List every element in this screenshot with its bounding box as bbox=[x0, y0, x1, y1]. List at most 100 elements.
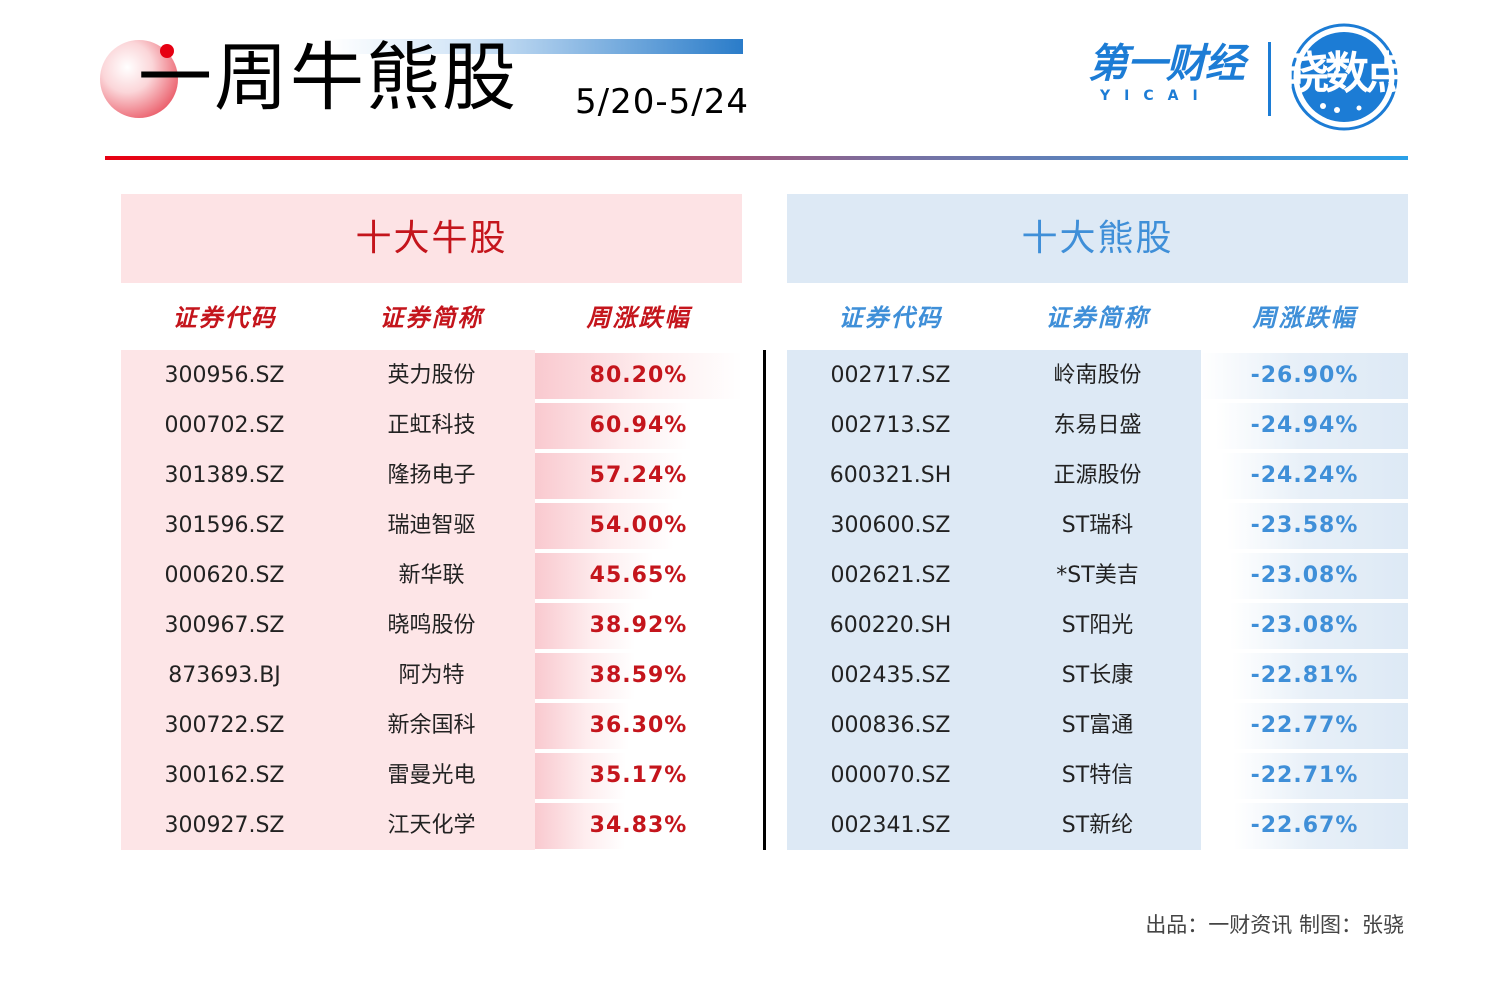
bear-cell-name: ST长康 bbox=[1061, 663, 1134, 688]
bull-cell-code: 300956.SZ bbox=[164, 363, 285, 388]
bull-cell-code: 300967.SZ bbox=[164, 613, 285, 638]
logo-separator bbox=[1268, 42, 1271, 116]
bull-cell-change: 35.17% bbox=[589, 763, 688, 788]
bear-cell-code: 002621.SZ bbox=[830, 563, 951, 588]
bull-col-code: 证券代码 bbox=[172, 304, 277, 332]
xiaoshudian-badge: 晓数点 bbox=[1285, 22, 1409, 132]
bull-cell-code: 873693.BJ bbox=[168, 663, 281, 688]
bull-change-bar bbox=[535, 653, 635, 699]
bear-cell-code: 002717.SZ bbox=[830, 363, 951, 388]
bear-cell-name: 东易日盛 bbox=[1053, 413, 1142, 438]
bull-cell-name: 英力股份 bbox=[387, 363, 476, 388]
bull-cell-change: 38.59% bbox=[589, 663, 688, 688]
bull-cell-code: 000702.SZ bbox=[164, 413, 285, 438]
bull-cell-name: 隆扬电子 bbox=[387, 463, 476, 488]
bull-cell-name: 阿为特 bbox=[398, 663, 465, 688]
bull-cell-name: 新余国科 bbox=[387, 713, 476, 738]
bull-change-bar bbox=[535, 403, 692, 449]
bull-cell-code: 000620.SZ bbox=[164, 563, 285, 588]
bear-change-bar bbox=[1234, 803, 1408, 849]
bull-cell-name: 新华联 bbox=[398, 563, 465, 588]
bear-cell-name: ST阳光 bbox=[1061, 613, 1134, 638]
center-divider bbox=[763, 350, 766, 850]
bear-cell-code: 000836.SZ bbox=[830, 713, 951, 738]
bear-cell-change: -26.90% bbox=[1250, 363, 1359, 388]
bull-change-bar bbox=[535, 503, 674, 549]
bull-change-bar bbox=[535, 553, 653, 599]
bear-cell-name: *ST美吉 bbox=[1056, 563, 1139, 588]
bear-cell-change: -22.77% bbox=[1250, 713, 1359, 738]
bull-cell-change: 34.83% bbox=[589, 813, 688, 838]
bear-cell-code: 000070.SZ bbox=[830, 763, 951, 788]
bear-col-change: 周涨跌幅 bbox=[1252, 304, 1357, 332]
bear-cell-change: -22.81% bbox=[1250, 663, 1359, 688]
bull-change-bar bbox=[535, 353, 742, 399]
bear-table-background bbox=[787, 350, 1201, 850]
bull-col-name: 证券简称 bbox=[379, 304, 484, 332]
bull-change-bar bbox=[535, 703, 629, 749]
bear-cell-name: 岭南股份 bbox=[1053, 363, 1142, 388]
bear-change-bar bbox=[1230, 603, 1408, 649]
bear-col-name: 证券简称 bbox=[1045, 304, 1150, 332]
bull-change-bar bbox=[535, 603, 635, 649]
title-decor-dot bbox=[160, 44, 174, 58]
bear-change-bar bbox=[1216, 403, 1408, 449]
bull-cell-change: 54.00% bbox=[589, 513, 688, 538]
bear-cell-code: 002435.SZ bbox=[830, 663, 951, 688]
bear-col-code: 证券代码 bbox=[838, 304, 943, 332]
bull-cell-name: 雷曼光电 bbox=[387, 763, 476, 788]
bear-cell-code: 300600.SZ bbox=[830, 513, 951, 538]
bear-cell-change: -24.24% bbox=[1250, 463, 1359, 488]
bull-cell-name: 正虹科技 bbox=[387, 413, 476, 438]
bear-change-bar bbox=[1221, 453, 1408, 499]
bull-cell-name: 晓鸣股份 bbox=[387, 613, 476, 638]
header-divider-line bbox=[105, 156, 1408, 160]
bull-cell-change: 36.30% bbox=[589, 713, 688, 738]
bear-change-bar bbox=[1232, 653, 1408, 699]
bull-cell-code: 300927.SZ bbox=[164, 813, 285, 838]
bear-change-bar bbox=[1233, 703, 1408, 749]
logo-main-text: 第一财经 bbox=[1088, 41, 1245, 87]
badge-text: 晓数点 bbox=[1285, 48, 1409, 99]
bull-cell-change: 45.65% bbox=[589, 563, 688, 588]
bull-table-background bbox=[121, 350, 535, 850]
date-range: 5/20-5/24 bbox=[575, 82, 749, 122]
yicai-logo: 第一财经 YICAI bbox=[1088, 40, 1258, 110]
bull-panel-title: 十大牛股 bbox=[121, 194, 742, 283]
bear-cell-code: 600220.SH bbox=[829, 613, 952, 638]
bull-cell-code: 300722.SZ bbox=[164, 713, 285, 738]
bear-cell-name: ST富通 bbox=[1061, 713, 1134, 738]
bull-cell-change: 57.24% bbox=[589, 463, 688, 488]
bear-cell-code: 002341.SZ bbox=[830, 813, 951, 838]
bull-cell-name: 江天化学 bbox=[387, 813, 476, 838]
page-title: 一周牛熊股 bbox=[138, 35, 518, 121]
bull-cell-name: 瑞迪智驱 bbox=[387, 513, 476, 538]
bear-cell-change: -22.71% bbox=[1250, 763, 1359, 788]
bull-col-change: 周涨跌幅 bbox=[586, 304, 691, 332]
bear-cell-change: -24.94% bbox=[1250, 413, 1359, 438]
bear-change-bar bbox=[1233, 753, 1408, 799]
bear-cell-change: -23.08% bbox=[1250, 613, 1359, 638]
bear-cell-name: ST瑞科 bbox=[1061, 513, 1134, 538]
bear-cell-change: -23.58% bbox=[1250, 513, 1359, 538]
bull-cell-code: 300162.SZ bbox=[164, 763, 285, 788]
bear-cell-name: 正源股份 bbox=[1053, 463, 1142, 488]
bear-change-bar bbox=[1230, 553, 1408, 599]
bull-cell-change: 60.94% bbox=[589, 413, 688, 438]
bear-change-bar bbox=[1227, 503, 1408, 549]
bear-cell-change: -22.67% bbox=[1250, 813, 1359, 838]
bull-cell-code: 301596.SZ bbox=[164, 513, 285, 538]
badge-circle-icon bbox=[1290, 23, 1398, 131]
title-decor-bar bbox=[330, 39, 743, 54]
logo-sub-text: YICAI bbox=[1100, 88, 1212, 104]
bull-change-bar bbox=[535, 803, 625, 849]
bear-cell-code: 002713.SZ bbox=[830, 413, 951, 438]
bear-cell-code: 600321.SH bbox=[829, 463, 952, 488]
bull-cell-change: 38.92% bbox=[589, 613, 688, 638]
bull-cell-code: 301389.SZ bbox=[164, 463, 285, 488]
bear-cell-change: -23.08% bbox=[1250, 563, 1359, 588]
bull-change-bar bbox=[535, 453, 683, 499]
bear-cell-name: ST特信 bbox=[1061, 763, 1134, 788]
bull-change-bar bbox=[535, 753, 626, 799]
bear-cell-name: ST新纶 bbox=[1061, 813, 1134, 838]
